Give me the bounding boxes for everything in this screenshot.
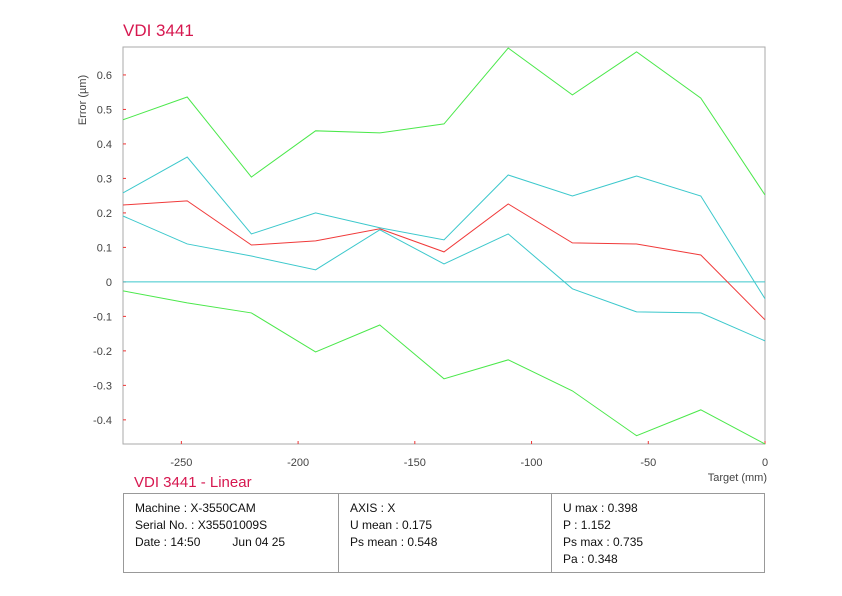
x-tick-label: 0 <box>762 457 768 469</box>
p-value: P : 1.152 <box>563 518 611 532</box>
u-max: U max : 0.398 <box>563 501 638 515</box>
series-upper-limit <box>122 47 766 196</box>
x-axis-label: Target (mm) <box>708 472 767 484</box>
y-tick-label: -0.4 <box>93 415 112 427</box>
series-upper-band <box>122 156 766 300</box>
serial-number: Serial No. : X35501009S <box>135 518 268 532</box>
x-tick-label: -50 <box>640 457 656 469</box>
ps-mean: Ps mean : 0.548 <box>350 535 438 549</box>
y-tick-label: 0.1 <box>97 242 112 254</box>
x-tick-label: -200 <box>287 457 309 469</box>
machine-column: Machine : X-3550CAM Serial No. : X355010… <box>124 494 338 572</box>
chart-title: VDI 3441 <box>123 21 194 40</box>
axis: AXIS : X <box>350 501 396 515</box>
stats-column: U max : 0.398 P : 1.152 Ps max : 0.735 P… <box>551 494 764 572</box>
y-tick-label: 0 <box>106 277 112 289</box>
pa-value: Pa : 0.348 <box>563 552 618 566</box>
date-row: Date : 14:50 Jun 04 25 <box>135 534 338 551</box>
y-tick-label: 0.6 <box>97 70 112 82</box>
y-tick-label: 0.5 <box>97 104 112 116</box>
x-tick-label: -250 <box>170 457 192 469</box>
ps-max: Ps max : 0.735 <box>563 535 644 549</box>
series-lower-band <box>122 215 766 342</box>
x-tick-label: -100 <box>521 457 543 469</box>
y-tick-label: 0.4 <box>97 139 112 151</box>
axis-column: AXIS : X U mean : 0.175 Ps mean : 0.548 <box>338 494 551 572</box>
info-table: Machine : X-3550CAM Serial No. : X355010… <box>123 493 765 573</box>
y-axis-label: Error (µm) <box>77 75 89 125</box>
u-mean: U mean : 0.175 <box>350 518 433 532</box>
y-tick-label: 0.3 <box>97 173 112 185</box>
x-tick-label: -150 <box>404 457 426 469</box>
machine: Machine : X-3550CAM <box>135 501 256 515</box>
plot-frame <box>122 46 766 445</box>
series-lower-limit <box>122 290 766 445</box>
report-subtitle: VDI 3441 - Linear <box>134 474 252 491</box>
date-day: Jun 04 25 <box>232 535 286 549</box>
y-tick-label: -0.1 <box>93 311 112 323</box>
y-tick-label: -0.2 <box>93 346 112 358</box>
date-time: Date : 14:50 <box>135 535 201 549</box>
y-tick-label: -0.3 <box>93 380 112 392</box>
series-mean <box>122 200 766 321</box>
y-tick-label: 0.2 <box>97 208 112 220</box>
